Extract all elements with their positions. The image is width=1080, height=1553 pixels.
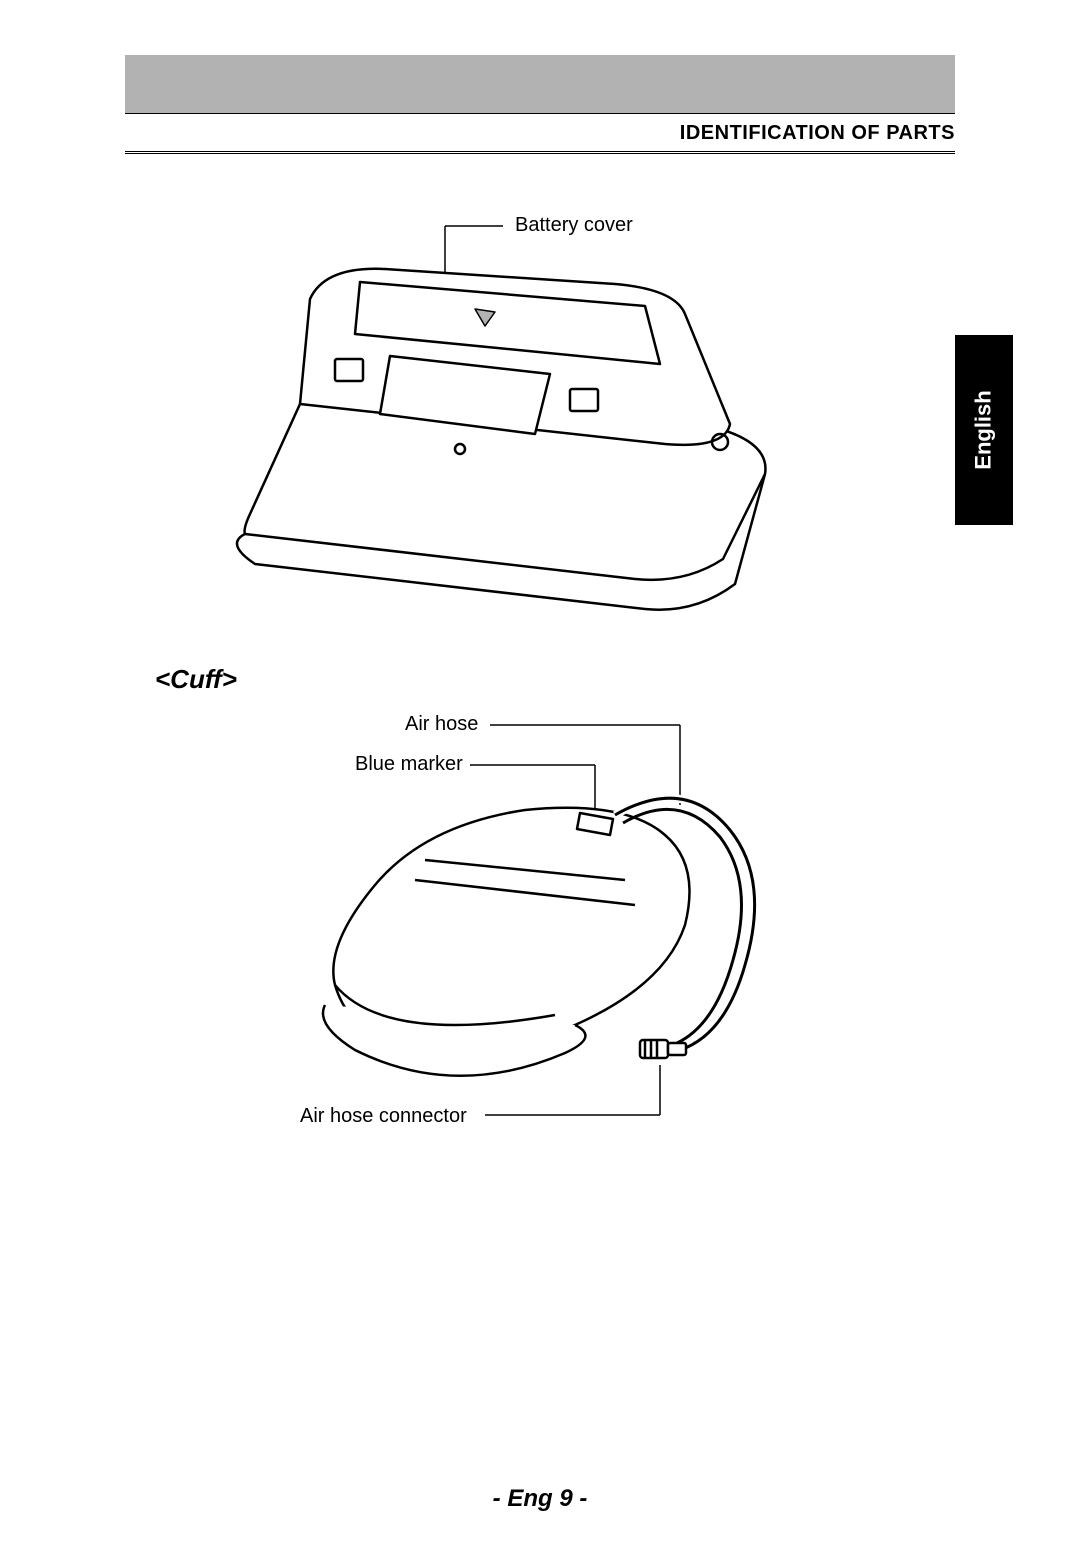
- header-bar: [125, 55, 955, 113]
- cuff-figure: Air hose Blue marker Air hose connector: [125, 705, 955, 1145]
- language-tab: English: [955, 335, 1013, 525]
- cuff-heading: <Cuff>: [155, 664, 955, 695]
- air-hose-connector-label: Air hose connector: [300, 1105, 467, 1128]
- page-footer: - Eng 9 -: [0, 1485, 1080, 1513]
- battery-cover-label: Battery cover: [515, 214, 633, 237]
- air-hose-label: Air hose: [405, 713, 478, 736]
- section-title: IDENTIFICATION OF PARTS: [125, 113, 955, 154]
- manual-page: IDENTIFICATION OF PARTS English Battery …: [125, 55, 955, 1145]
- blue-marker-label: Blue marker: [355, 753, 463, 776]
- device-figure: Battery cover: [125, 214, 955, 644]
- device-illustration: [125, 214, 955, 644]
- language-tab-label: English: [971, 390, 997, 469]
- cuff-illustration: [125, 705, 955, 1145]
